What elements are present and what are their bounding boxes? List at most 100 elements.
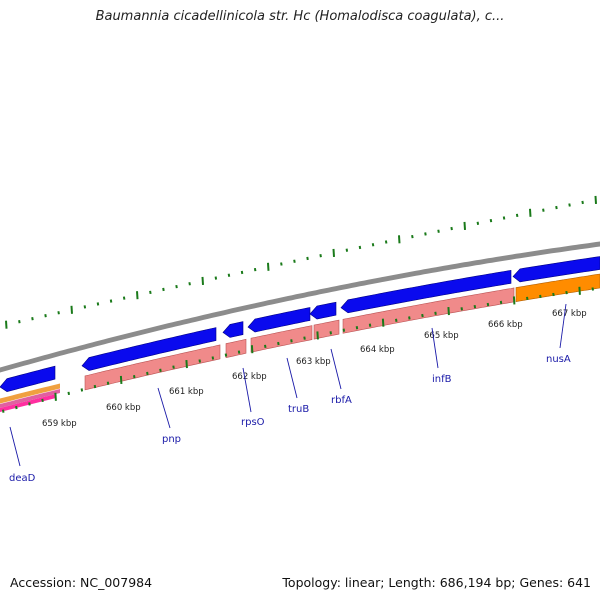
scale-tick bbox=[96, 302, 100, 306]
gene-label-leader bbox=[431, 327, 439, 369]
forward-gene-arrow bbox=[81, 327, 217, 371]
scale-tick bbox=[539, 294, 542, 299]
tick-label: 666 kbp bbox=[488, 320, 523, 330]
scale-tick bbox=[198, 359, 201, 363]
scale-tick bbox=[146, 371, 149, 376]
scale-tick bbox=[264, 344, 267, 349]
scale-tick bbox=[280, 262, 283, 266]
tick-label: 664 kbp bbox=[360, 345, 395, 355]
scale-tick bbox=[293, 259, 296, 263]
scale-tick bbox=[591, 287, 594, 291]
forward-gene-arrow bbox=[222, 321, 244, 338]
scale-tick bbox=[473, 304, 477, 309]
scale-tick bbox=[526, 296, 529, 301]
backbone-line bbox=[0, 241, 600, 373]
scale-tick bbox=[237, 350, 241, 354]
accession-text: Accession: NC_007984 bbox=[10, 575, 153, 590]
genome-summary: Topology: linear; Length: 686,194 bp; Ge… bbox=[282, 575, 591, 590]
scale-tick bbox=[290, 339, 293, 343]
scale-tick bbox=[119, 375, 123, 384]
scale-tick bbox=[214, 276, 218, 280]
scale-tick bbox=[15, 405, 18, 410]
gene-label-infB: infB bbox=[432, 374, 452, 385]
scale-tick bbox=[303, 336, 306, 340]
scale-tick bbox=[44, 314, 47, 318]
scale-tick bbox=[172, 365, 175, 369]
tick-label: 663 kbp bbox=[296, 357, 331, 367]
tick-labels: 659 kbp 660 kbp 661 kbp 662 kbp 663 kbp 664 k… bbox=[42, 309, 587, 429]
scale-tick bbox=[253, 267, 257, 272]
tick-label: 665 kbp bbox=[424, 331, 459, 341]
backbone bbox=[0, 241, 600, 373]
scale-tick bbox=[329, 331, 332, 335]
reverse-gene-block bbox=[84, 344, 221, 391]
scale-tick bbox=[240, 270, 244, 275]
scale-ticks-upper bbox=[5, 195, 597, 329]
scale-tick bbox=[342, 328, 346, 332]
scale-tick bbox=[345, 248, 349, 252]
scale-tick bbox=[277, 341, 280, 346]
scale-tick bbox=[159, 368, 162, 372]
scale-tick bbox=[424, 232, 427, 236]
feature-block-pink bbox=[0, 394, 55, 412]
forward-gene-arrow bbox=[0, 365, 56, 392]
scale-tick bbox=[368, 323, 372, 327]
scale-tick bbox=[267, 262, 270, 271]
scale-tick bbox=[227, 273, 231, 277]
scale-tick bbox=[421, 313, 424, 318]
tick-label: 667 kbp bbox=[552, 309, 587, 319]
scale-tick bbox=[224, 353, 228, 357]
reverse-gene-block bbox=[225, 338, 247, 358]
scale-tick bbox=[70, 305, 73, 314]
scale-tick bbox=[486, 302, 490, 307]
forward-gene-arrow bbox=[512, 256, 600, 283]
scale-tick bbox=[41, 398, 44, 403]
gene-label-nusA: nusA bbox=[546, 354, 571, 365]
scale-tick bbox=[149, 290, 152, 295]
scale-tick bbox=[83, 305, 87, 309]
gene-label-leader bbox=[157, 387, 171, 429]
scale-tick bbox=[80, 388, 84, 392]
scale-tick bbox=[489, 218, 493, 223]
tick-label: 660 kbp bbox=[106, 403, 141, 413]
scale-tick bbox=[578, 286, 581, 295]
gene-label-leader bbox=[330, 348, 342, 390]
scale-tick bbox=[201, 276, 204, 285]
scale-tick bbox=[319, 254, 322, 258]
forward-gene-arrow bbox=[340, 269, 512, 314]
scale-tick bbox=[463, 221, 466, 230]
reverse-gene-block bbox=[250, 325, 313, 353]
scale-tick bbox=[133, 375, 136, 379]
gene-label-rbfA: rbfA bbox=[331, 395, 352, 406]
scale-tick bbox=[502, 216, 506, 220]
scale-ticks-lower bbox=[2, 286, 594, 413]
forward-gene-arrow bbox=[309, 301, 337, 320]
scale-tick bbox=[411, 234, 414, 239]
scale-tick bbox=[332, 248, 335, 258]
scale-tick bbox=[358, 245, 362, 250]
map-title: Baumannia cicadellinicola str. Hc (Homal… bbox=[95, 9, 505, 24]
scale-tick bbox=[5, 320, 8, 329]
scale-tick bbox=[54, 392, 57, 401]
scale-tick bbox=[175, 284, 178, 289]
gene-label-truB: truB bbox=[288, 404, 309, 415]
scale-tick bbox=[460, 307, 463, 311]
scale-tick bbox=[434, 311, 437, 315]
scale-tick bbox=[316, 331, 319, 340]
scale-tick bbox=[568, 203, 571, 207]
scale-tick bbox=[122, 296, 126, 300]
scale-tick bbox=[2, 409, 5, 413]
gene-label-deaD: deaD bbox=[9, 473, 36, 484]
tick-label: 662 kbp bbox=[232, 372, 267, 382]
scale-tick bbox=[542, 208, 545, 212]
scale-tick bbox=[18, 319, 21, 324]
feature-block-magenta bbox=[0, 389, 60, 408]
gene-label-rpsO: rpsO bbox=[241, 417, 265, 428]
scale-tick bbox=[162, 287, 165, 292]
scale-tick bbox=[552, 292, 555, 297]
scale-tick bbox=[28, 402, 31, 406]
gene-labels: deaD pnp rpsO truB rbfA infB nusA bbox=[9, 303, 571, 484]
scale-tick bbox=[211, 356, 215, 360]
scale-tick bbox=[371, 243, 375, 247]
scale-tick bbox=[594, 195, 597, 204]
